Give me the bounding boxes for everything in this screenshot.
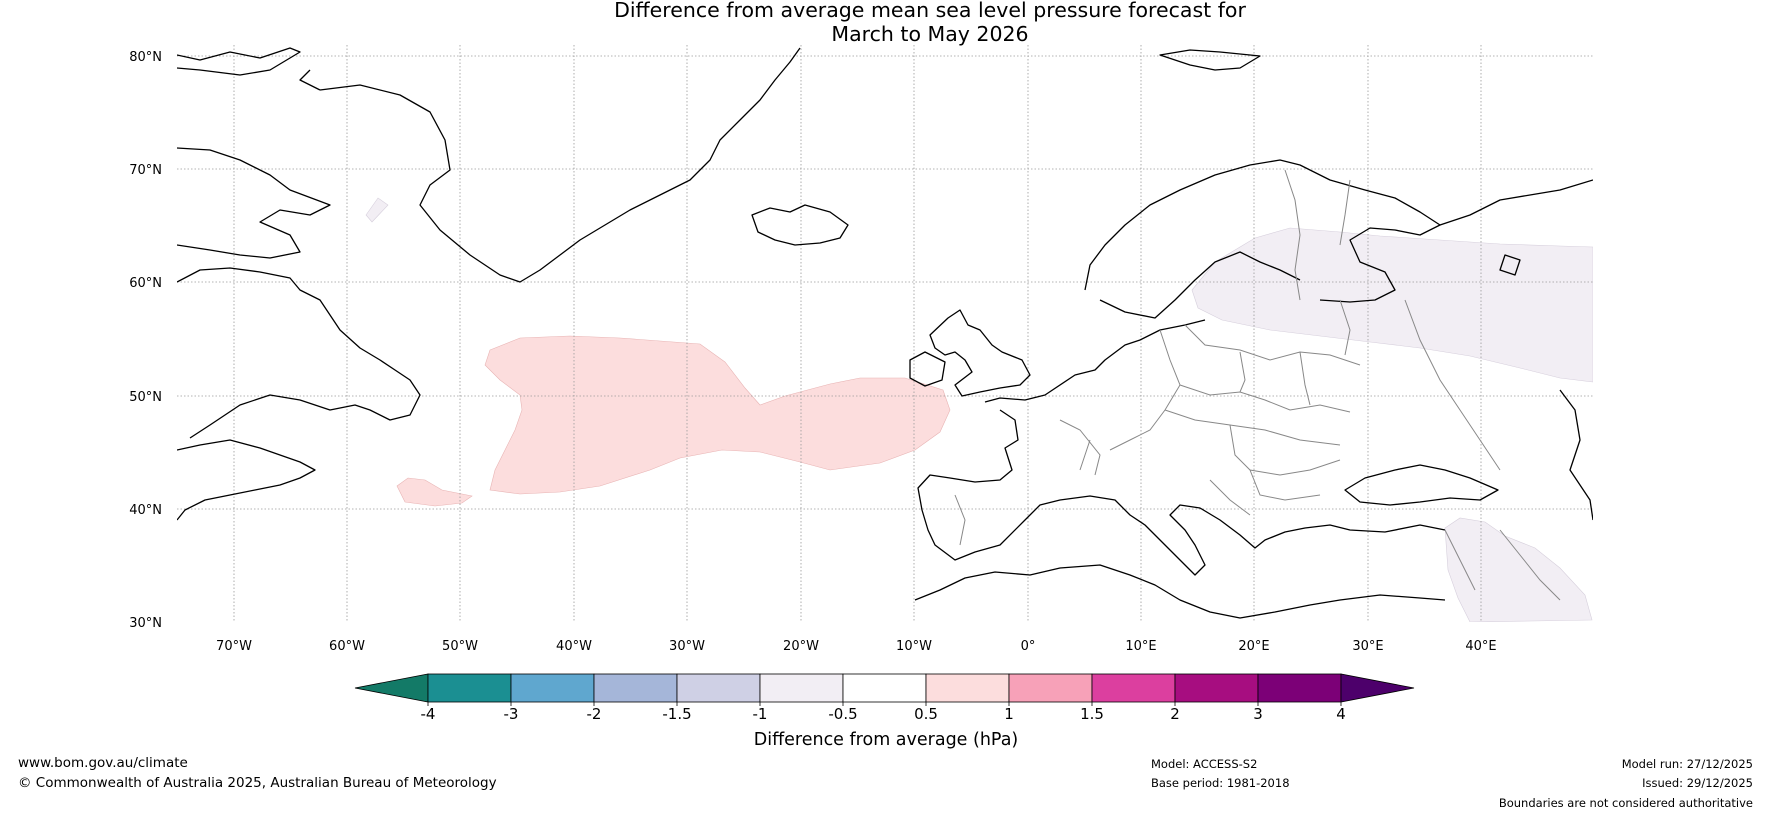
colorbar-segment: [759, 673, 844, 703]
coastline-kola-barents: [1439, 179, 1593, 276]
colorbar-label: Difference from average (hPa): [754, 730, 1019, 750]
colorbar-segment: [1257, 673, 1342, 703]
colorbar-tick-label: 1.5: [1080, 705, 1104, 723]
positive-anomaly-newfoundland: [396, 477, 473, 507]
footer-issued: Issued: 29/12/2025: [1642, 776, 1753, 790]
colorbar-segment: [1008, 673, 1093, 703]
coastline-black-sea: [1344, 464, 1499, 506]
gridlines: [177, 45, 1593, 622]
lon-label: 10°E: [1125, 639, 1156, 654]
colorbar-tick-label: 3: [1253, 705, 1263, 723]
negative-anomaly-eastern-mediterranean: [1444, 517, 1593, 622]
footer-disclaimer: Boundaries are not considered authoritat…: [1498, 796, 1753, 810]
coastline-labrador-quebec: [177, 267, 421, 439]
colorbar-segment: [427, 673, 512, 703]
colorbar-tick-label: 1: [1004, 705, 1014, 723]
colorbar-tick-label: -0.5: [828, 705, 857, 723]
anomaly-fills: [365, 197, 1593, 622]
colorbar-tick-label: -1.5: [662, 705, 691, 723]
colorbar-tick-label: -2: [587, 705, 602, 723]
title-line-1: Difference from average mean sea level p…: [614, 0, 1246, 22]
lat-label: 30°N: [129, 616, 162, 631]
colorbar-segment: [593, 673, 678, 703]
lon-label: 30°W: [669, 639, 705, 654]
colorbar-tick-label: 4: [1336, 705, 1346, 723]
lat-label: 60°N: [129, 276, 162, 291]
lat-label: 50°N: [129, 390, 162, 405]
colorbar-low-extend: [354, 673, 429, 703]
chart-title: Difference from average mean sea level p…: [0, 0, 1770, 46]
lon-label: 20°W: [783, 639, 819, 654]
colorbar-tick-label: -3: [504, 705, 519, 723]
footer-model-run: Model run: 27/12/2025: [1621, 757, 1753, 771]
lat-label: 40°N: [129, 503, 162, 518]
coastline-canada-arctic: [177, 47, 331, 259]
negative-anomaly-scandinavia-russia: [1191, 227, 1593, 383]
footer-copyright: © Commonwealth of Australia 2025, Austra…: [18, 775, 497, 791]
coastline-greenland: [299, 47, 801, 283]
lon-label: 30°E: [1352, 639, 1383, 654]
colorbar-tick-label: 0.5: [914, 705, 938, 723]
colorbar-segment: [510, 673, 595, 703]
coastline-british-isles: [909, 309, 1031, 397]
colorbar-high-extend: [1340, 673, 1415, 703]
lon-label: 10°W: [896, 639, 932, 654]
lon-label: 60°W: [329, 639, 365, 654]
colorbar-segment: [842, 673, 927, 703]
coastline-nova-scotia-us: [177, 439, 316, 521]
coastlines: [177, 47, 1593, 619]
lon-label: 50°W: [442, 639, 478, 654]
lon-label: 70°W: [216, 639, 252, 654]
longitude-labels: 70°W 60°W 50°W 40°W 30°W 20°W 10°W 0° 10…: [216, 639, 1497, 654]
lon-label: 40°E: [1465, 639, 1496, 654]
title-line-2: March to May 2026: [831, 22, 1029, 46]
lat-label: 70°N: [129, 163, 162, 178]
coastline-svalbard: [1159, 49, 1261, 71]
coastline-north-africa: [914, 564, 1446, 619]
footer-base-period: Base period: 1981-2018: [1151, 776, 1290, 790]
latitude-labels: 80°N 70°N 60°N 50°N 40°N 30°N: [129, 50, 162, 631]
colorbar-segment: [1174, 673, 1259, 703]
negative-anomaly-davis-strait: [365, 197, 389, 223]
colorbar-tick-label: -4: [421, 705, 436, 723]
border-lines-europe: [954, 169, 1561, 601]
colorbar: -4 -3 -2 -1.5 -1 -0.5 0.5 1 1.5 2 3 4: [354, 673, 1415, 723]
colorbar-segment: [925, 673, 1010, 703]
footer-website[interactable]: www.bom.gov.au/climate: [18, 755, 188, 771]
coastline-iceland: [751, 204, 849, 246]
lon-label: 20°E: [1238, 639, 1269, 654]
lat-label: 80°N: [129, 50, 162, 65]
lon-label: 0°: [1021, 639, 1036, 654]
colorbar-tick-label: -1: [753, 705, 768, 723]
footer-model: Model: ACCESS-S2: [1151, 757, 1258, 771]
country-borders: [954, 169, 1561, 601]
colorbar-segment: [676, 673, 761, 703]
positive-anomaly-north-atlantic: [484, 335, 951, 495]
coastline-scandinavia: [1084, 159, 1441, 319]
coastline-caspian-east: [1559, 389, 1593, 521]
colorbar-tick-label: 2: [1170, 705, 1180, 723]
lon-label: 40°W: [556, 639, 592, 654]
coastline-western-europe: [917, 319, 1446, 576]
colorbar-segment: [1091, 673, 1176, 703]
